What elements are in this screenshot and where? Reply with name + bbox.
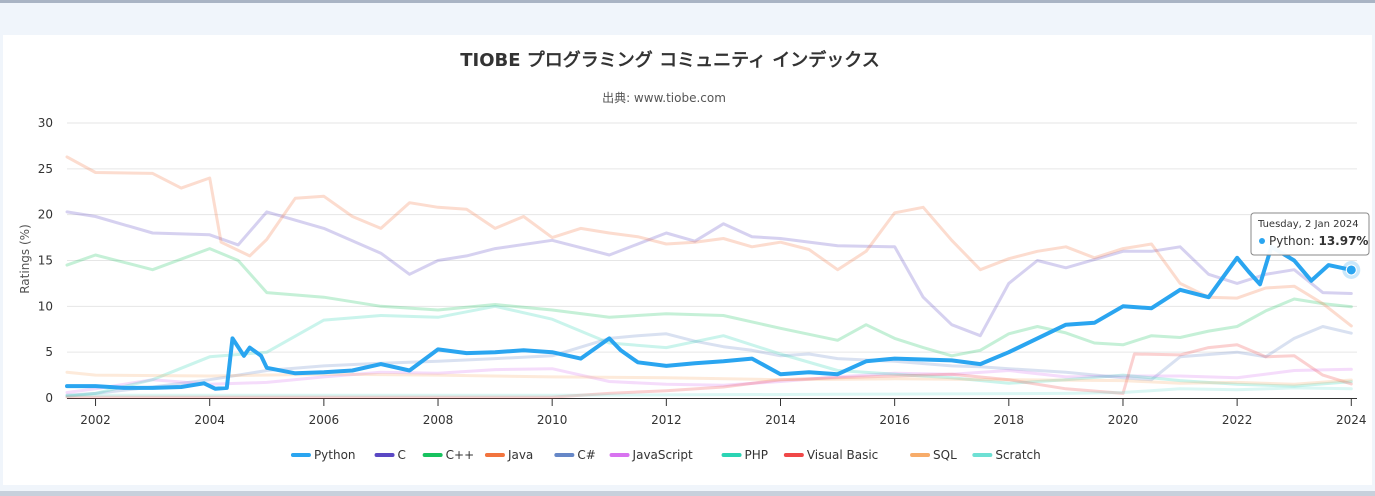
y-tick-label: 25	[38, 162, 53, 176]
legend-item-c-[interactable]: C++	[422, 448, 475, 462]
top-border	[0, 0, 1375, 3]
legend-label: Java	[507, 448, 533, 462]
chart-title: TIOBE プログラミング コミュニティ インデックス	[460, 49, 879, 71]
series-lines	[65, 155, 1361, 399]
y-tick-label: 20	[38, 208, 53, 222]
legend-item-scratch[interactable]: Scratch	[972, 448, 1041, 462]
series-line-sql[interactable]	[65, 370, 1353, 386]
series-line-c-[interactable]	[65, 325, 1353, 397]
x-tick-label: 2012	[651, 413, 682, 427]
legend-label: C++	[446, 448, 475, 462]
y-axis-label: Ratings (%)	[18, 224, 32, 294]
chart-card: TIOBE プログラミング コミュニティ インデックス 出典: www.tiob…	[3, 35, 1372, 485]
x-tick-label: 2014	[765, 413, 796, 427]
tooltip-box	[1250, 212, 1370, 256]
x-tick-label: 2016	[879, 413, 910, 427]
y-tick-label: 30	[38, 116, 53, 130]
line-chart: TIOBE プログラミング コミュニティ インデックス 出典: www.tiob…	[18, 49, 1370, 462]
series-line-scratch[interactable]	[65, 386, 1353, 397]
tooltip-value: Python: 13.97%	[1269, 234, 1368, 248]
legend-item-java[interactable]: Java	[484, 448, 533, 462]
legend-item-c-[interactable]: C#	[554, 448, 596, 462]
legend-item-python[interactable]: Python	[290, 448, 356, 462]
legend-item-c[interactable]: C	[374, 448, 406, 462]
y-axis-ticks: 0 5 10 15 20 25 30	[38, 116, 53, 405]
legend-label: SQL	[933, 448, 957, 462]
series-line-c[interactable]	[65, 210, 1353, 338]
y-tick-label: 15	[38, 254, 53, 268]
x-tick-label: 2018	[994, 413, 1025, 427]
x-tick-label: 2022	[1222, 413, 1253, 427]
legend: Python C C++ Java C# JavaScript PHP Visual Basi…	[290, 448, 1041, 462]
legend-item-visual-basic[interactable]: Visual Basic	[783, 448, 878, 462]
series-line-visual-basic[interactable]	[65, 343, 1353, 399]
legend-item-php[interactable]: PHP	[721, 448, 769, 462]
tooltip-colon: :	[1311, 234, 1319, 248]
legend-label: PHP	[745, 448, 769, 462]
x-tick-label: 2024	[1336, 413, 1367, 427]
tooltip-date: Tuesday, 2 Jan 2024	[1257, 219, 1359, 230]
tooltip-value-text: 13.97%	[1318, 234, 1368, 248]
legend-item-javascript[interactable]: JavaScript	[609, 448, 693, 462]
x-tick-label: 2008	[423, 413, 454, 427]
tooltip: Tuesday, 2 Jan 2024 Python: 13.97%	[1250, 212, 1370, 256]
legend-label: C#	[577, 448, 595, 462]
x-tick-label: 2004	[194, 413, 225, 427]
hover-marker[interactable]	[1345, 264, 1357, 276]
legend-label: C	[398, 448, 406, 462]
series-line-c-[interactable]	[65, 247, 1353, 358]
series-line-java[interactable]	[65, 155, 1353, 328]
tooltip-series-dot	[1259, 238, 1265, 244]
y-tick-label: 10	[38, 299, 53, 313]
x-axis-ticks: 2002 2004 2006 2008 2010 2012 2014 2016 2018 2020…	[80, 398, 1367, 427]
x-tick-label: 2020	[1108, 413, 1139, 427]
chart-subtitle: 出典: www.tiobe.com	[602, 91, 726, 105]
series-line-javascript[interactable]	[65, 367, 1353, 394]
series-line-python[interactable]	[65, 244, 1354, 391]
x-tick-label: 2006	[309, 413, 340, 427]
legend-item-sql[interactable]: SQL	[910, 448, 957, 462]
legend-label: Scratch	[995, 448, 1040, 462]
x-tick-label: 2002	[80, 413, 111, 427]
gridlines	[67, 122, 1357, 353]
y-tick-label: 5	[45, 345, 53, 359]
tooltip-series-name: Python	[1269, 234, 1311, 248]
x-tick-label: 2010	[537, 413, 568, 427]
legend-label: Python	[314, 448, 356, 462]
bottom-border	[0, 491, 1375, 496]
y-tick-label: 0	[45, 391, 53, 405]
legend-label: Visual Basic	[807, 448, 878, 462]
legend-label: JavaScript	[632, 448, 693, 462]
